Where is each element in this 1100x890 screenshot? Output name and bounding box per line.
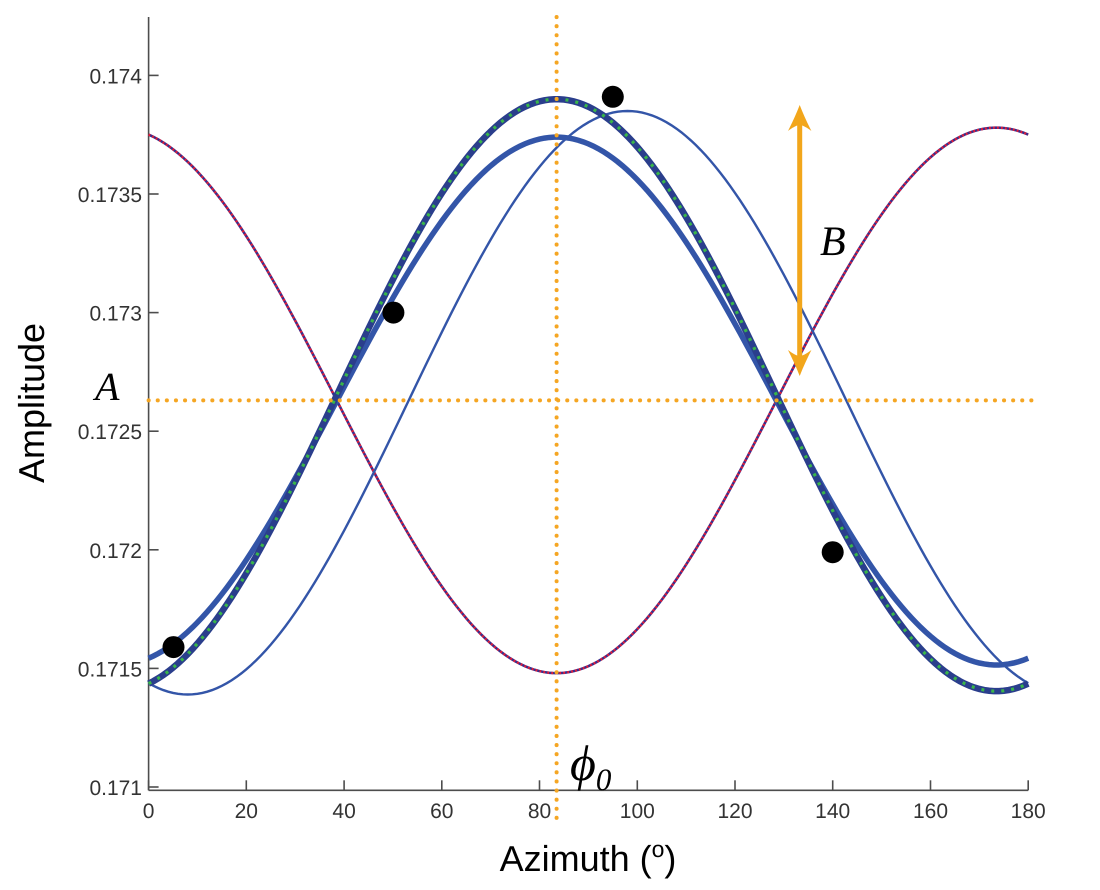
svg-text:B: B bbox=[820, 219, 846, 265]
svg-text:0.174: 0.174 bbox=[89, 65, 142, 88]
svg-text:0.171: 0.171 bbox=[89, 777, 142, 800]
svg-text:80: 80 bbox=[528, 800, 551, 823]
svg-text:160: 160 bbox=[913, 800, 948, 823]
svg-text:60: 60 bbox=[430, 800, 453, 823]
svg-text:0.172: 0.172 bbox=[89, 540, 142, 563]
svg-text:180: 180 bbox=[1011, 800, 1046, 823]
svg-text:ϕ0: ϕ0 bbox=[570, 735, 612, 797]
svg-text:0.1735: 0.1735 bbox=[78, 184, 142, 207]
svg-text:A: A bbox=[92, 364, 120, 409]
svg-text:0.1725: 0.1725 bbox=[78, 421, 142, 444]
svg-text:20: 20 bbox=[235, 800, 258, 823]
svg-text:120: 120 bbox=[717, 800, 752, 823]
svg-text:Amplitude: Amplitude bbox=[11, 323, 52, 483]
svg-text:0: 0 bbox=[143, 800, 155, 823]
svg-text:Azimuth (o): Azimuth (o) bbox=[500, 836, 677, 879]
svg-text:140: 140 bbox=[815, 800, 850, 823]
svg-text:40: 40 bbox=[332, 800, 355, 823]
svg-text:0.173: 0.173 bbox=[89, 303, 142, 326]
svg-text:100: 100 bbox=[620, 800, 655, 823]
svg-text:0.1715: 0.1715 bbox=[78, 658, 142, 681]
